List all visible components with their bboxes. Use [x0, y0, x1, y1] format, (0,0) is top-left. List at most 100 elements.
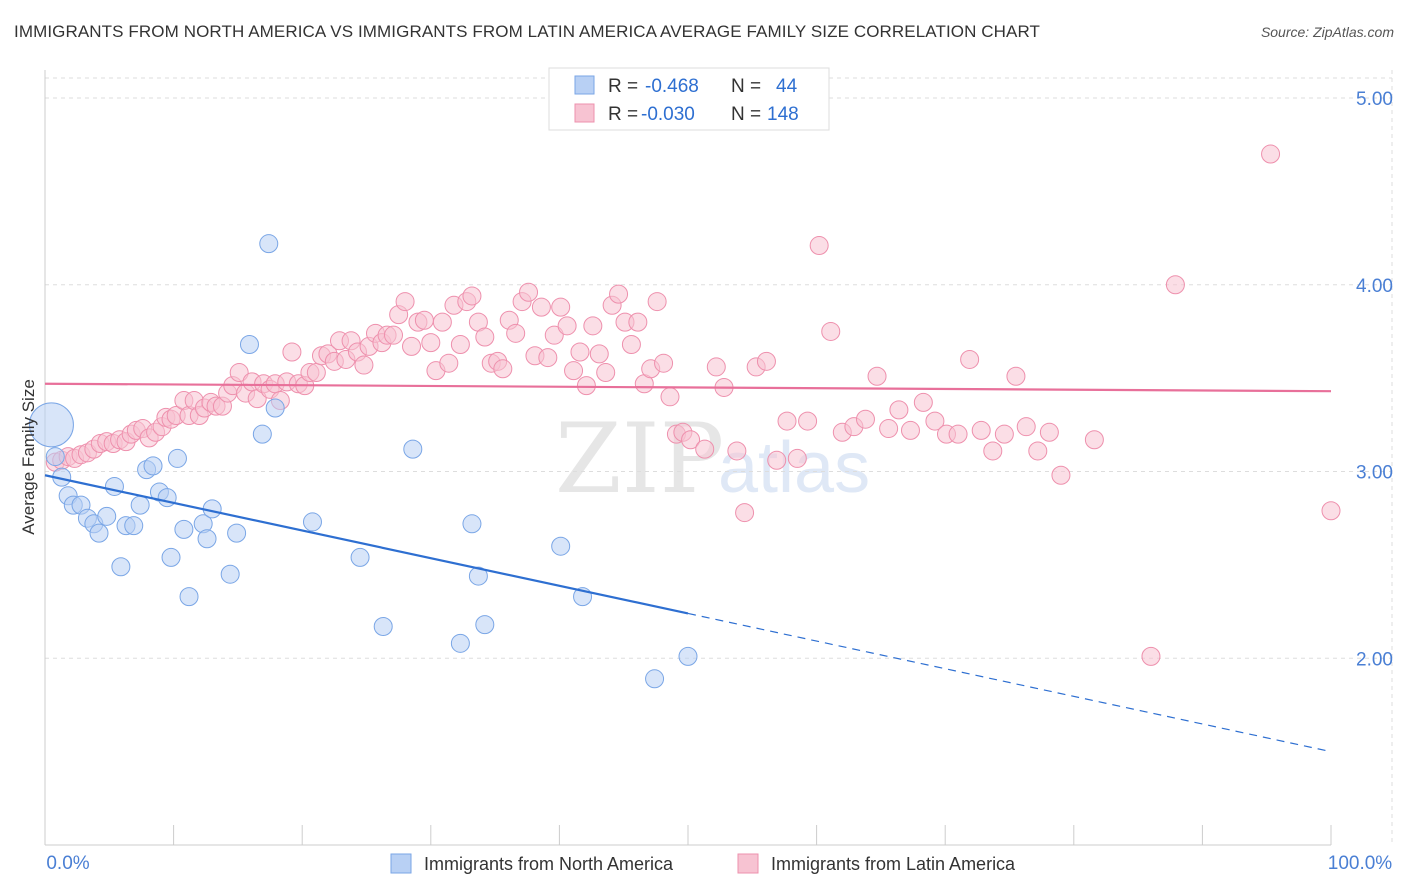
latin-america-point [414, 310, 434, 330]
north-america-point [462, 514, 482, 534]
latin-america-point [706, 357, 726, 377]
latin-america-point [576, 376, 596, 396]
north-america-point [403, 439, 423, 459]
latin-america-point [1084, 430, 1104, 450]
latin-america-point [475, 327, 495, 347]
north-america-point [143, 456, 163, 476]
latin-america-point [798, 411, 818, 431]
latin-america-point [1141, 646, 1161, 666]
latin-america-point [583, 316, 603, 336]
y-tick-label-0: 2.00 [1356, 649, 1393, 670]
y-tick-label-3: 5.00 [1356, 89, 1393, 110]
latin-america-point [589, 344, 609, 364]
latin-america-point [432, 312, 452, 332]
chart-title: IMMIGRANTS FROM NORTH AMERICA VS IMMIGRA… [14, 22, 1041, 41]
latin-america-point [1321, 501, 1341, 521]
latin-america-point [727, 441, 747, 461]
latin-america-point [925, 411, 945, 431]
stats-legend-pink-swatch [574, 103, 595, 123]
latin-america-point [994, 424, 1014, 444]
latin-america-point [493, 359, 513, 379]
north-america-point [104, 476, 124, 496]
latin-america-point [421, 333, 441, 353]
north-america-point [130, 495, 150, 515]
north-america-point [227, 523, 247, 543]
latin-america-point [506, 323, 526, 343]
latin-america-point [1261, 144, 1281, 164]
y-axis-title: Average Family Size [19, 379, 38, 535]
north-america-point [678, 646, 698, 666]
latin-america-point [1006, 366, 1026, 386]
latin-america-point [681, 430, 701, 450]
latin-america-point [695, 439, 715, 459]
latin-america-point [756, 351, 776, 371]
latin-america-point [628, 312, 648, 332]
latin-america-point [1051, 465, 1071, 485]
latin-america-point [889, 400, 909, 420]
latin-america-point [735, 503, 755, 523]
north-america-point [259, 234, 279, 254]
north-america-point [373, 617, 393, 637]
latin-america-point [621, 335, 641, 355]
latin-america-point [306, 363, 326, 383]
north-america-point [645, 669, 665, 689]
legend-latin-america-swatch [737, 853, 759, 874]
latin-america-point [544, 325, 564, 345]
latin-america-point [1039, 422, 1059, 442]
stats-r-value-1: -0.468 [645, 76, 699, 97]
north-america-point [265, 398, 285, 418]
stats-n-label-2: N = [731, 104, 761, 125]
stats-legend-blue-swatch [574, 75, 595, 95]
latin-america-point [647, 292, 667, 312]
legend-north-america-label: Immigrants from North America [424, 854, 674, 874]
latin-america-point [395, 292, 415, 312]
latin-america-point [879, 419, 899, 439]
stats-n-label-1: N = [731, 76, 761, 97]
north-america-point [167, 448, 187, 468]
stats-legend: R = -0.468 N = 44 R = -0.030 N = 148 [548, 67, 830, 131]
latin-america-point [913, 392, 933, 412]
north-america-point [45, 447, 65, 467]
latin-america-point [564, 361, 584, 381]
latin-america-point [609, 284, 629, 304]
y-tick-label-1: 3.00 [1356, 463, 1393, 484]
latin-america-point [867, 366, 887, 386]
latin-america-point [557, 316, 577, 336]
stats-r-value-2: -0.030 [641, 104, 695, 125]
north-america-point [239, 335, 259, 355]
latin-america-point [1028, 441, 1048, 461]
stats-r-label-1: R = [608, 76, 638, 97]
north-america-point [302, 512, 322, 532]
latin-america-trend-line [44, 382, 1332, 393]
stats-n-value-2: 148 [767, 104, 799, 125]
trend-lines [44, 382, 1332, 753]
north-america-point [450, 633, 470, 653]
latin-america-point [654, 353, 674, 373]
latin-america-point [787, 448, 807, 468]
north-america-points [28, 234, 698, 689]
latin-america-point [282, 342, 302, 362]
north-america-trend-extension [687, 612, 1332, 753]
latin-america-point [551, 297, 571, 317]
latin-america-point [767, 450, 787, 470]
stats-n-value-1: 44 [776, 76, 798, 97]
source-label: Source: ZipAtlas.com [1260, 24, 1394, 40]
latin-america-point [1016, 417, 1036, 437]
legend-latin-america-label: Immigrants from Latin America [771, 854, 1016, 874]
latin-america-point [777, 411, 797, 431]
latin-america-point [960, 349, 980, 369]
legend-north-america-swatch [390, 853, 412, 874]
north-america-point [350, 547, 370, 567]
latin-america-point [439, 353, 459, 373]
north-america-point [89, 523, 109, 543]
latin-america-point [900, 420, 920, 440]
latin-america-point [948, 424, 968, 444]
y-tick-label-2: 4.00 [1356, 276, 1393, 297]
latin-america-point [971, 420, 991, 440]
x-tick-left: 0.0% [46, 853, 89, 874]
y-tick-labels: 2.00 3.00 4.00 5.00 [1356, 89, 1393, 670]
north-america-point [475, 615, 495, 635]
north-america-point [220, 564, 240, 584]
latin-america-point [531, 297, 551, 317]
